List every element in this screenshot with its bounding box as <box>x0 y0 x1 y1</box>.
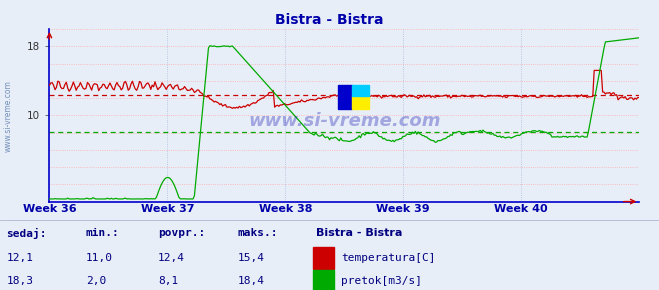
Text: 12,1: 12,1 <box>7 253 34 263</box>
Text: Week 39: Week 39 <box>376 204 430 213</box>
Text: pretok[m3/s]: pretok[m3/s] <box>341 276 422 287</box>
Text: maks.:: maks.: <box>237 228 277 238</box>
Text: 18,3: 18,3 <box>7 276 34 287</box>
Text: www.si-vreme.com: www.si-vreme.com <box>3 80 13 152</box>
Text: Week 36: Week 36 <box>22 204 76 213</box>
Bar <box>352 85 369 96</box>
Text: povpr.:: povpr.: <box>158 228 206 238</box>
Text: 11,0: 11,0 <box>86 253 113 263</box>
Bar <box>338 85 352 109</box>
Text: 8,1: 8,1 <box>158 276 179 287</box>
Bar <box>352 96 369 109</box>
Text: sedaj:: sedaj: <box>7 228 47 239</box>
Text: temperatura[C]: temperatura[C] <box>341 253 436 263</box>
Text: Bistra - Bistra: Bistra - Bistra <box>316 228 403 238</box>
Text: www.si-vreme.com: www.si-vreme.com <box>249 112 442 130</box>
Bar <box>313 247 334 269</box>
Text: Week 37: Week 37 <box>140 204 194 213</box>
Text: 15,4: 15,4 <box>237 253 264 263</box>
Text: Bistra - Bistra: Bistra - Bistra <box>275 13 384 27</box>
Text: min.:: min.: <box>86 228 119 238</box>
Bar <box>313 270 334 290</box>
Text: 2,0: 2,0 <box>86 276 106 287</box>
Text: Week 40: Week 40 <box>494 204 548 213</box>
Text: 18,4: 18,4 <box>237 276 264 287</box>
Text: Week 38: Week 38 <box>258 204 312 213</box>
Text: 12,4: 12,4 <box>158 253 185 263</box>
